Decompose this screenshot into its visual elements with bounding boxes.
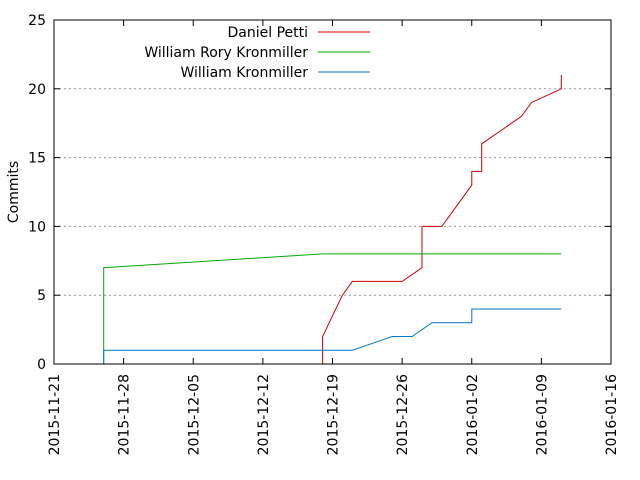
series-line xyxy=(103,253,562,364)
grid-lines xyxy=(54,88,611,296)
y-tick-label: 0 xyxy=(37,357,46,373)
x-tick-label: 2015-11-28 xyxy=(117,374,133,455)
x-tick-label: 2015-12-12 xyxy=(256,374,272,455)
legend-label: Daniel Petti xyxy=(228,25,309,41)
x-tick-label: 2015-12-19 xyxy=(326,374,342,455)
series-line xyxy=(322,75,562,364)
y-axis-label: Commits xyxy=(6,161,22,223)
y-tick-label: 25 xyxy=(28,13,46,29)
legend-label: William Kronmiller xyxy=(180,65,308,81)
x-tick-label: 2015-12-05 xyxy=(186,374,202,455)
series-line xyxy=(103,308,562,364)
x-tick-label: 2016-01-09 xyxy=(534,374,550,455)
y-tick-label: 20 xyxy=(28,82,46,98)
x-tick-label: 2016-01-16 xyxy=(604,374,620,455)
legend-label: William Rory Kronmiller xyxy=(144,45,308,61)
x-tick-label: 2015-12-26 xyxy=(395,374,411,455)
legend: Daniel Petti William Rory Kronmiller Willi… xyxy=(144,25,370,81)
axis-ticks xyxy=(53,19,612,365)
x-tick-label: 2016-01-02 xyxy=(465,374,481,455)
y-tick-label: 10 xyxy=(28,219,46,235)
series-lines xyxy=(103,75,562,364)
y-tick-label: 15 xyxy=(28,151,46,167)
x-tick-label: 2015-11-21 xyxy=(47,374,63,455)
axis-tick-labels: 0 5 10 15 20 25 2015-11-21 2015-11-28 2015-12-05… xyxy=(28,13,620,455)
y-tick-label: 5 xyxy=(37,288,46,304)
